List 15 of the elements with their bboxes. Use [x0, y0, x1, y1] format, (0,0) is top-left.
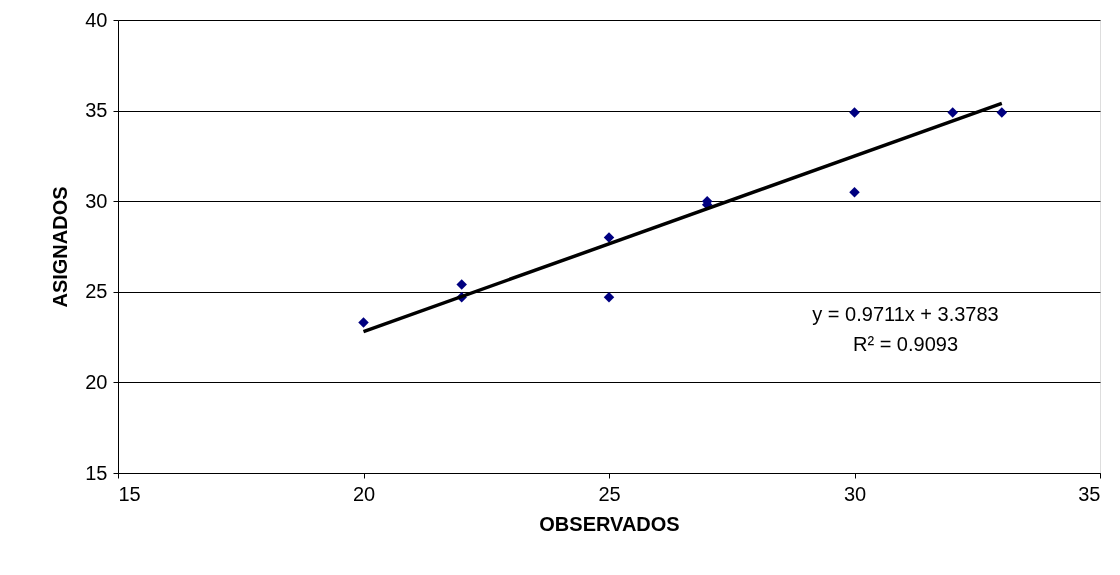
y-tick-label: 15 — [85, 461, 108, 484]
y-tick-label: 30 — [85, 189, 108, 212]
x-tick-label: 15 — [118, 482, 141, 505]
y-axis-title: ASIGNADOS — [49, 186, 72, 308]
x-tick-label: 20 — [352, 482, 376, 505]
y-tick-label: 25 — [85, 280, 108, 303]
y-tick-label: 40 — [85, 8, 108, 31]
annotation: R² = 0.9093 — [852, 333, 959, 355]
x-tick-label: 35 — [1078, 482, 1101, 505]
x-axis-title: OBSERVADOS — [539, 512, 680, 535]
annotation: y = 0.9711x + 3.3783 — [812, 303, 999, 325]
y-tick-label: 20 — [85, 370, 108, 393]
x-tick-label: 25 — [598, 482, 621, 505]
y-tick-label: 35 — [85, 99, 108, 122]
x-tick-label: 30 — [843, 482, 867, 505]
